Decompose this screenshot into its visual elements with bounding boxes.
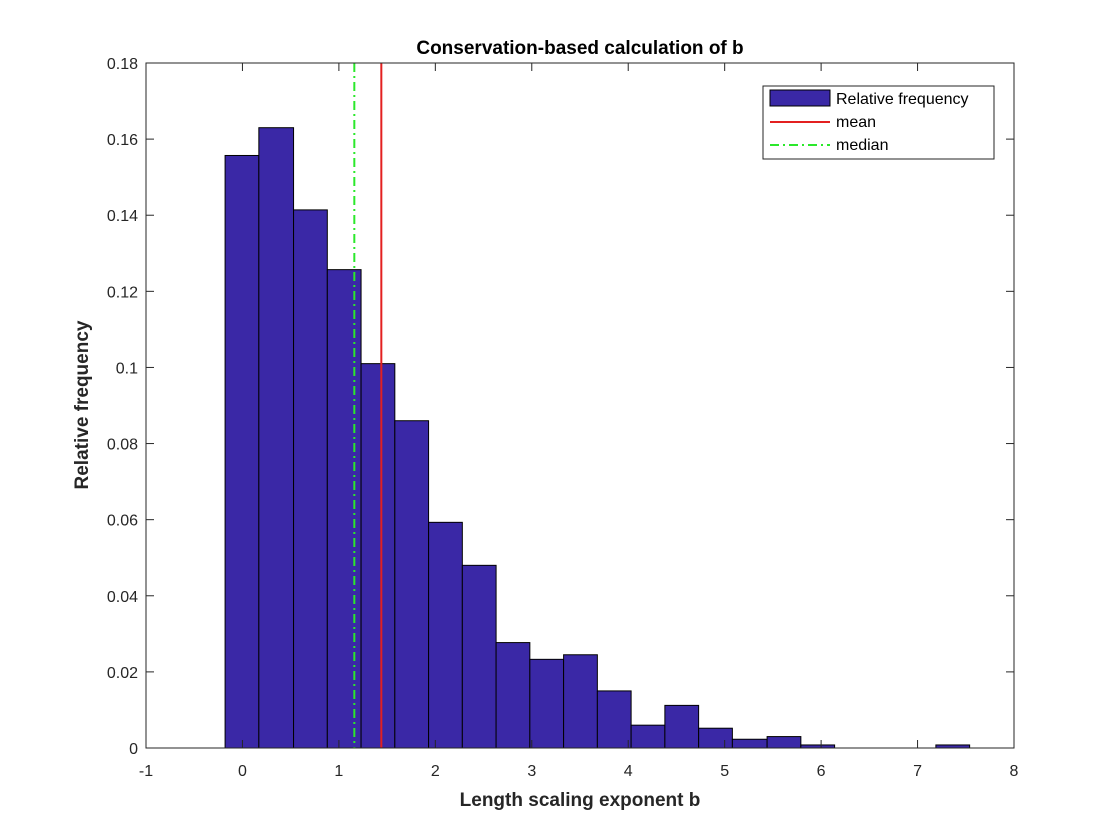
x-tick-label: 6	[817, 763, 826, 780]
y-tick-label: 0.18	[107, 56, 138, 73]
histogram-bar	[293, 209, 328, 749]
y-axis-title: Relative frequency	[72, 320, 93, 489]
histogram-bar	[495, 642, 531, 749]
legend-label-mean: mean	[836, 114, 876, 131]
y-tick-label: 0.1	[116, 360, 138, 377]
histogram-bar	[630, 724, 666, 749]
legend: Relative frequency mean median	[762, 85, 995, 160]
histogram-bar	[698, 727, 733, 749]
axes-box	[145, 62, 1015, 749]
legend-swatch-histogram	[769, 89, 831, 107]
histogram-bar	[596, 690, 632, 749]
y-tick-label: 0.06	[107, 513, 138, 530]
histogram-bar	[326, 269, 362, 749]
x-tick-label: 4	[624, 763, 633, 780]
y-tick-label: 0.14	[107, 208, 138, 225]
x-tick-label: 5	[720, 763, 729, 780]
y-tick-label: 0.04	[107, 589, 138, 606]
chart-title: Conservation-based calculation of b	[416, 38, 743, 59]
y-tick-label: 0	[129, 741, 138, 758]
histogram-bar	[394, 420, 430, 749]
histogram-bar	[461, 564, 497, 749]
histogram-bar	[766, 736, 802, 749]
histogram-bar	[258, 127, 295, 749]
ticks-layer: -1 0 1 2 3 4 5 6 7 800.020.040.060.080.10.120.140…	[107, 56, 1019, 780]
y-tick-label: 0.12	[107, 284, 138, 301]
legend-label-histogram: Relative frequency	[836, 91, 969, 108]
histogram-bar	[360, 363, 396, 749]
y-tick-label: 0.16	[107, 132, 138, 149]
histogram-bar	[731, 738, 768, 749]
y-tick-label: 0.08	[107, 437, 138, 454]
histogram-bar	[224, 154, 260, 749]
histogram-bar	[428, 521, 463, 749]
x-tick-label: 7	[913, 763, 922, 780]
y-tick-label: 0.02	[107, 665, 138, 682]
histogram-bar	[664, 704, 700, 749]
x-axis-title: Length scaling exponent b	[460, 790, 701, 811]
reference-lines-layer	[353, 63, 383, 748]
x-tick-label: 8	[1010, 763, 1019, 780]
legend-label-median: median	[836, 137, 888, 154]
x-tick-label: 0	[238, 763, 247, 780]
x-tick-label: -1	[139, 763, 153, 780]
histogram-bar	[529, 658, 565, 749]
bars-layer	[224, 127, 971, 749]
x-tick-label: 2	[431, 763, 440, 780]
histogram-bar	[563, 654, 598, 749]
x-tick-label: 1	[334, 763, 343, 780]
x-tick-label: 3	[527, 763, 536, 780]
